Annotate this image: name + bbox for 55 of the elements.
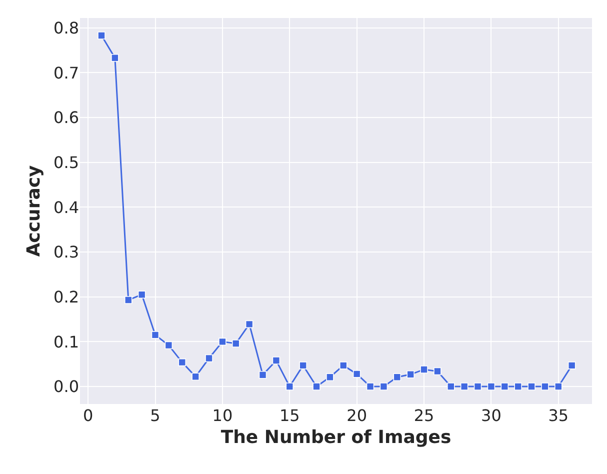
- point: [178, 358, 186, 366]
- point: [420, 366, 428, 374]
- y-tick-label: 0.2: [54, 287, 79, 306]
- point: [326, 373, 334, 381]
- x-tick-label: 15: [279, 406, 300, 425]
- y-tick-label: 0.1: [54, 332, 79, 352]
- point: [514, 382, 522, 390]
- point: [474, 382, 482, 390]
- point: [487, 382, 496, 390]
- point: [500, 382, 509, 390]
- point: [151, 331, 160, 339]
- y-tick-label: 0.0: [54, 377, 79, 396]
- point: [299, 362, 307, 370]
- point: [258, 370, 267, 379]
- point: [272, 356, 280, 364]
- x-tick-label: 10: [212, 406, 233, 425]
- point: [460, 382, 468, 390]
- x-tick-label: 35: [548, 406, 569, 425]
- point: [245, 320, 254, 328]
- x-axis-title: The Number of Images: [220, 427, 452, 448]
- y-tick-label: 0.4: [54, 198, 79, 217]
- point: [380, 382, 388, 390]
- point: [568, 362, 576, 370]
- point: [205, 354, 213, 362]
- point: [554, 382, 562, 390]
- point: [541, 382, 549, 390]
- x-tick-label: 5: [150, 406, 160, 425]
- x-tick-label: 30: [481, 406, 502, 425]
- point: [111, 54, 119, 62]
- point: [98, 32, 106, 40]
- point: [138, 290, 146, 299]
- point: [339, 362, 348, 370]
- y-tick-label: 0.7: [54, 63, 79, 82]
- y-tick-label: 0.5: [54, 152, 79, 172]
- point: [312, 382, 320, 390]
- point: [434, 367, 442, 376]
- point: [406, 370, 414, 378]
- x-tick-label: 20: [346, 406, 368, 425]
- point: [286, 382, 294, 390]
- point: [447, 382, 455, 390]
- y-tick-label: 0.6: [54, 108, 79, 128]
- point: [192, 372, 200, 381]
- point: [218, 338, 226, 346]
- point: [528, 382, 536, 390]
- point: [164, 341, 173, 350]
- y-tick-label: 0.8: [54, 18, 79, 38]
- point: [366, 382, 374, 390]
- point: [232, 340, 240, 348]
- point: [124, 296, 132, 304]
- point: [393, 373, 402, 381]
- x-tick-label: 0: [82, 406, 94, 425]
- y-axis-title: Accuracy: [24, 164, 45, 257]
- y-tick-label: 0.3: [54, 242, 79, 262]
- x-tick-label: 25: [414, 406, 434, 425]
- point: [352, 370, 361, 378]
